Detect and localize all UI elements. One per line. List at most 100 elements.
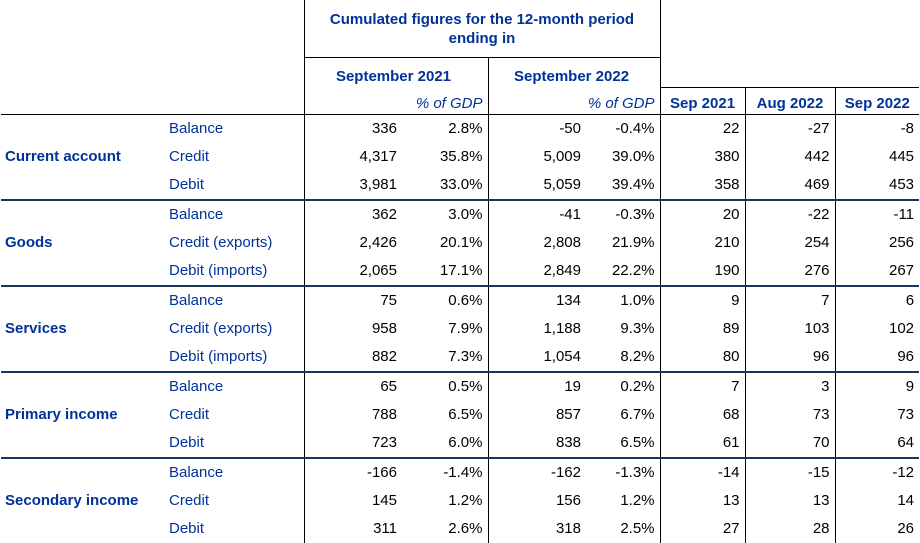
- value-2022: 2,849: [487, 256, 586, 287]
- table-row: Credit (exports) 2,426 20.1% 2,808 21.9% 210 2…: [1, 228, 920, 257]
- value-sep-2021: 61: [659, 428, 746, 459]
- value-sep-2021: 13: [659, 486, 746, 515]
- pct-gdp-2021: 6.0%: [402, 428, 488, 459]
- row-label: Debit: [169, 170, 304, 201]
- group-label: Goods: [1, 199, 169, 287]
- value-sep-2022: 14: [834, 486, 920, 515]
- pct-gdp-2021: 7.9%: [448, 320, 483, 337]
- pct-gdp-2021: 2.6%: [448, 520, 483, 537]
- value-aug-2022: 7: [744, 285, 836, 315]
- value-aug-2022: -27: [744, 114, 836, 143]
- value-2022: 2,808: [487, 228, 586, 257]
- month-header-sep-2021: Sep 2021: [659, 87, 746, 115]
- value-2022: -50: [487, 114, 586, 143]
- value-sep-2022: 102: [834, 314, 920, 343]
- value-aug-2022: 96: [744, 342, 836, 373]
- pct-gdp-2022: 1.2%: [620, 492, 655, 509]
- table-row: Credit 788 6.5% 857 6.7% 68 73 73: [1, 400, 920, 429]
- row-label: Credit (exports): [169, 234, 273, 251]
- value-sep-2022: 96: [834, 342, 920, 373]
- row-label: Balance: [169, 206, 224, 223]
- pct-gdp-2021: 6.5%: [448, 406, 483, 423]
- pct-gdp-2022: 6.5%: [586, 428, 661, 459]
- value-2022: 838: [487, 428, 586, 459]
- value-2021: 362: [303, 199, 402, 229]
- pct-gdp-2022: 6.7%: [620, 406, 655, 423]
- value-sep-2022: 445: [834, 142, 920, 171]
- row-label: Balance: [169, 378, 224, 395]
- value-2021: 145: [303, 486, 402, 515]
- pct-gdp-2022: -0.4%: [615, 120, 655, 137]
- value-2022: 134: [487, 285, 586, 315]
- table-row: Debit (imports) 882 7.3% 1,054 8.2% 80 96 96: [1, 342, 920, 373]
- pct-gdp-2021: 20.1%: [439, 234, 483, 251]
- value-aug-2022: 70: [744, 428, 836, 459]
- value-aug-2022: 103: [744, 314, 836, 343]
- pct-gdp-2022: 22.2%: [586, 256, 661, 287]
- value-2021: 958: [303, 314, 402, 343]
- pct-gdp-header-2022: % of GDP: [586, 87, 661, 115]
- value-2021: 4,317: [303, 142, 402, 171]
- value-sep-2021: 89: [659, 314, 746, 343]
- value-sep-2022: 267: [834, 256, 920, 287]
- table-row: Credit (exports) 958 7.9% 1,188 9.3% 89 103 102: [1, 314, 920, 343]
- value-2021: 311: [303, 514, 402, 543]
- pct-gdp-2021: 33.0%: [402, 170, 488, 201]
- group-label: Primary income: [1, 371, 169, 459]
- row-label: Balance: [169, 464, 224, 481]
- value-sep-2021: 380: [659, 142, 746, 171]
- row-label: Credit: [169, 406, 210, 423]
- value-sep-2021: 22: [659, 114, 746, 143]
- value-2022: 318: [487, 514, 586, 543]
- pct-gdp-2021: 35.8%: [439, 148, 483, 165]
- pct-gdp-2022: -1.3%: [615, 464, 655, 481]
- pct-gdp-2021: 7.3%: [402, 342, 488, 373]
- cumulated-title: Cumulated figures for the 12-month perio…: [303, 0, 661, 58]
- value-aug-2022: 254: [744, 228, 836, 257]
- pct-gdp-header-2021: % of GDP: [402, 87, 488, 115]
- value-2022: -41: [487, 199, 586, 229]
- pct-gdp-2021: 0.6%: [448, 292, 483, 309]
- value-2022: 857: [487, 400, 586, 429]
- value-sep-2022: 9: [834, 371, 920, 401]
- row-label: Credit: [169, 148, 210, 165]
- table-row: Debit 3,981 33.0% 5,059 39.4% 358 469 453: [1, 170, 920, 201]
- value-2022: 1,188: [487, 314, 586, 343]
- value-aug-2022: -22: [744, 199, 836, 229]
- pct-gdp-2021: 2.8%: [448, 120, 483, 137]
- row-label: Credit (exports): [169, 320, 273, 337]
- pct-gdp-2021: -1.4%: [443, 464, 483, 481]
- table-row: Secondary income Balance -166 -1.4% -162 -1.3…: [1, 457, 920, 509]
- value-2022: 5,059: [487, 170, 586, 201]
- pct-gdp-2021: 0.5%: [448, 378, 483, 395]
- group-label: Current account: [1, 114, 169, 201]
- value-sep-2021: -14: [659, 457, 746, 487]
- row-label: Debit: [169, 520, 205, 537]
- value-aug-2022: 3: [744, 371, 836, 401]
- group-label: Services: [1, 285, 169, 373]
- pct-gdp-2022: 21.9%: [611, 234, 655, 251]
- value-2021: -166: [303, 457, 402, 487]
- table-row: Goods Balance 362 3.0% -41 -0.3% 20 -22 -11: [1, 199, 920, 287]
- value-sep-2022: 26: [834, 514, 920, 543]
- pct-gdp-2022: 39.0%: [611, 148, 655, 165]
- row-label: Credit: [169, 492, 210, 509]
- period-2021-header: September 2021: [303, 57, 488, 87]
- month-header-sep-2022: Sep 2022: [834, 87, 920, 115]
- table-row: Primary income Balance 65 0.5% 19 0.2% 7 3 9: [1, 371, 920, 459]
- pct-gdp-2022: -0.3%: [615, 206, 655, 223]
- row-label: Balance: [169, 292, 224, 309]
- row-label: Debit (imports): [169, 256, 304, 287]
- value-aug-2022: 28: [744, 514, 836, 543]
- value-sep-2021: 9: [659, 285, 746, 315]
- value-aug-2022: 469: [744, 170, 836, 201]
- value-2021: 2,426: [303, 228, 402, 257]
- pct-gdp-2021: 3.0%: [448, 206, 483, 223]
- value-2021: 3,981: [303, 170, 402, 201]
- value-sep-2021: 7: [659, 371, 746, 401]
- value-aug-2022: 442: [744, 142, 836, 171]
- pct-gdp-2021: 17.1%: [402, 256, 488, 287]
- table-row: Debit 723 6.0% 838 6.5% 61 70 64: [1, 428, 920, 459]
- month-header-aug-2022: Aug 2022: [744, 87, 836, 115]
